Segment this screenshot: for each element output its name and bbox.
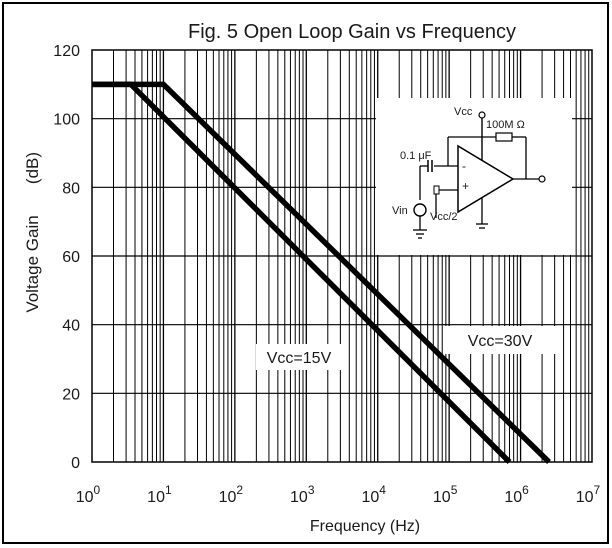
y-tick-label: 60 (62, 249, 80, 266)
annotation-vcc-15v: Vcc=15V (267, 350, 332, 367)
annotation-15v-bg (256, 344, 342, 370)
series-line (92, 81, 551, 464)
inset-vin-label: Vin (392, 205, 408, 217)
vcc-terminal (478, 111, 486, 119)
output-terminal (538, 175, 546, 183)
y-axis-label-unit: (dB) (23, 152, 42, 184)
y-tick-label: 0 (71, 455, 80, 472)
y-tick-label: 120 (53, 43, 80, 60)
x-tick-label: 100 (76, 483, 101, 506)
y-tick-label: 40 (62, 318, 80, 335)
x-axis-label: Frequency (Hz) (310, 518, 420, 535)
vin-source (413, 203, 427, 217)
opamp-symbol (457, 144, 515, 214)
x-tick-label: 107 (576, 483, 601, 506)
x-tick-label: 102 (219, 483, 244, 506)
x-tick-label: 105 (433, 483, 458, 506)
y-tick-label: 20 (62, 386, 80, 403)
inset-vcc-label: Vcc (454, 106, 473, 118)
inset-minus-label: - (462, 159, 466, 173)
y-tick-label: 100 (53, 112, 80, 129)
x-tick-label: 101 (147, 483, 172, 506)
y-axis-label-main: Voltage Gain (23, 215, 42, 312)
inset-vcc2-label: Vcc/2 (430, 211, 458, 223)
x-tick-label: 106 (504, 483, 529, 506)
feedback-resistor (495, 132, 513, 142)
plot-area-border (91, 49, 593, 463)
inset-resistor-label: 100M Ω (486, 119, 525, 131)
x-tick-label: 104 (361, 483, 386, 506)
y-tick-label: 80 (62, 180, 80, 197)
chart-title: Fig. 5 Open Loop Gain vs Frequency (188, 21, 516, 43)
circuit-inset: Vcc - + 100M Ω 0.1 μF V (376, 98, 572, 255)
x-tick-label: 103 (290, 483, 315, 506)
annotation-vcc-30v: Vcc=30V (468, 333, 533, 350)
annotation-30v-bg (444, 326, 556, 354)
inset-cap-label: 0.1 μF (400, 150, 432, 162)
noninv-terminal (433, 185, 440, 195)
inset-plus-label: + (462, 179, 469, 193)
